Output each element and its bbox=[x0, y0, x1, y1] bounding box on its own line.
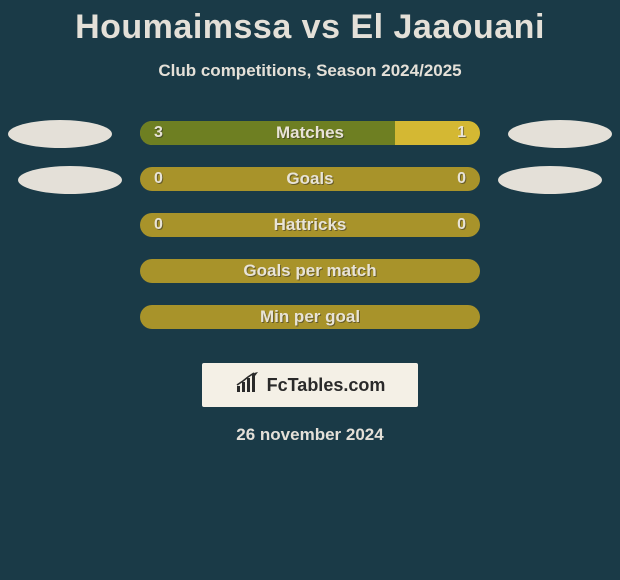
stat-label: Hattricks bbox=[140, 213, 480, 237]
bar-track: 3 Matches 1 bbox=[140, 121, 480, 145]
bar-track: 0 Goals 0 bbox=[140, 167, 480, 191]
stat-right-value: 0 bbox=[457, 213, 466, 237]
stat-row-goals: 0 Goals 0 bbox=[0, 167, 620, 213]
stat-label: Min per goal bbox=[140, 305, 480, 329]
bar-left-fill bbox=[140, 121, 395, 145]
bar-right-fill bbox=[395, 121, 480, 145]
stat-row-hattricks: 0 Hattricks 0 bbox=[0, 213, 620, 259]
player-right-badge bbox=[498, 166, 602, 194]
stat-row-min-per-goal: Min per goal bbox=[0, 305, 620, 351]
stat-left-value: 0 bbox=[154, 167, 163, 191]
stat-right-value: 1 bbox=[457, 121, 466, 145]
comparison-card: Houmaimssa vs El Jaaouani Club competiti… bbox=[0, 0, 620, 445]
bar-track: 0 Hattricks 0 bbox=[140, 213, 480, 237]
stat-row-goals-per-match: Goals per match bbox=[0, 259, 620, 305]
stat-row-matches: 3 Matches 1 bbox=[0, 121, 620, 167]
bar-chart-icon bbox=[235, 372, 261, 399]
bar-track: Min per goal bbox=[140, 305, 480, 329]
bar-track: Goals per match bbox=[140, 259, 480, 283]
stat-label: Goals bbox=[140, 167, 480, 191]
player-left-badge bbox=[8, 120, 112, 148]
logo-container: FcTables.com bbox=[202, 363, 418, 407]
stat-left-value: 0 bbox=[154, 213, 163, 237]
date-line: 26 november 2024 bbox=[0, 425, 620, 445]
subtitle: Club competitions, Season 2024/2025 bbox=[0, 61, 620, 81]
logo-text: FcTables.com bbox=[267, 375, 386, 396]
page-title: Houmaimssa vs El Jaaouani bbox=[0, 8, 620, 47]
stat-label: Goals per match bbox=[140, 259, 480, 283]
player-left-badge bbox=[18, 166, 122, 194]
stat-left-value: 3 bbox=[154, 121, 163, 145]
player-right-badge bbox=[508, 120, 612, 148]
stat-right-value: 0 bbox=[457, 167, 466, 191]
